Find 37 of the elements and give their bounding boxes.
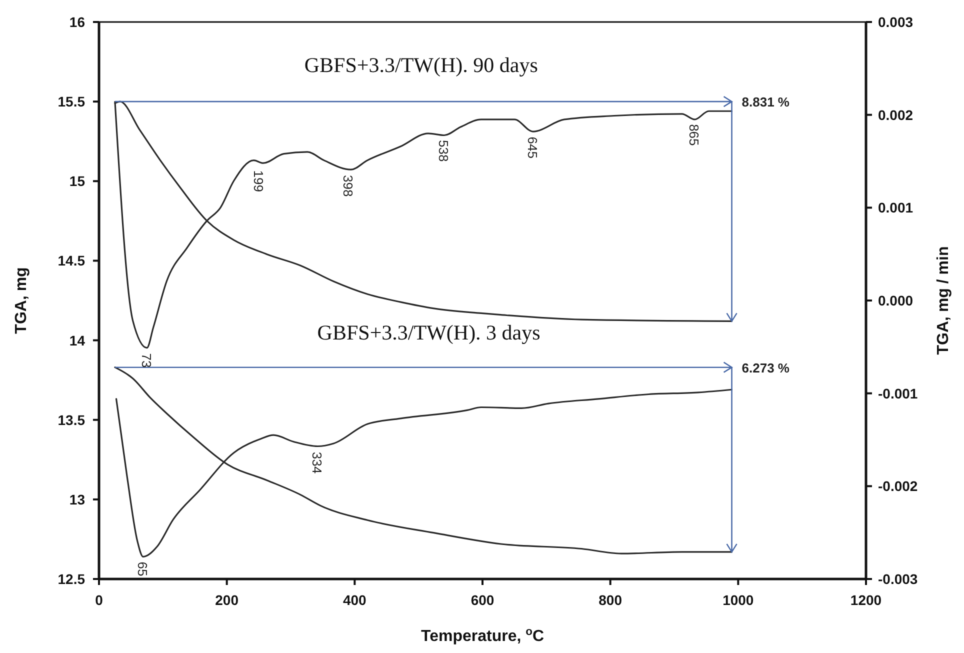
y-tick-label: 15.5 (58, 94, 86, 110)
annotation: 398 (340, 175, 356, 197)
x-axis-title: Temperature, $^{o}$C (420, 626, 544, 645)
x-tick-label: 1000 (722, 592, 754, 608)
y-tick-label: 13 (69, 491, 86, 508)
y2-axis-title: TGA, mg / min (935, 246, 952, 355)
y2-tick-label: -0.003 (878, 571, 918, 587)
y2-tick-label: -0.001 (878, 385, 918, 402)
y2-tick-label: 0.001 (878, 200, 914, 216)
y2-tick-label: -0.002 (878, 478, 918, 494)
y2-tick-label: 0.002 (878, 106, 914, 123)
annotation: 538 (436, 140, 452, 162)
y-tick-label: 15 (69, 173, 86, 190)
x-tick-label: 600 (470, 592, 494, 608)
annotation: GBFS+3.3/TW(H). 3 days (317, 320, 540, 344)
y-axis-title: TGA, mg (13, 267, 30, 334)
y-tick-label: 14.5 (58, 252, 86, 269)
y-tick-label: 14 (69, 332, 86, 348)
annotation: GBFS+3.3/TW(H). 90 days (304, 53, 538, 78)
annotation: 334 (310, 452, 325, 474)
x-tick-label: 800 (598, 592, 622, 608)
annotation: 6.273 % (742, 360, 790, 376)
x-tick-label: 200 (215, 592, 239, 608)
annotation: 199 (250, 170, 266, 192)
y-tick-label: 16 (69, 14, 86, 30)
x-tick-label: 0 (95, 592, 104, 608)
y-tick-label: 13.5 (58, 412, 86, 428)
y-tick-label: 12.5 (58, 571, 86, 587)
x-tick-label: 1200 (850, 592, 882, 608)
annotation: 865 (686, 124, 702, 146)
annotation: 65 (135, 562, 150, 576)
x-tick-label: 400 (342, 592, 367, 608)
annotation: 8.831 % (742, 94, 790, 110)
annotation: 645 (524, 136, 540, 159)
y2-tick-label: 0.000 (878, 292, 914, 308)
y2-tick-label: 0.003 (878, 14, 914, 30)
annotation: 73 (138, 353, 154, 368)
